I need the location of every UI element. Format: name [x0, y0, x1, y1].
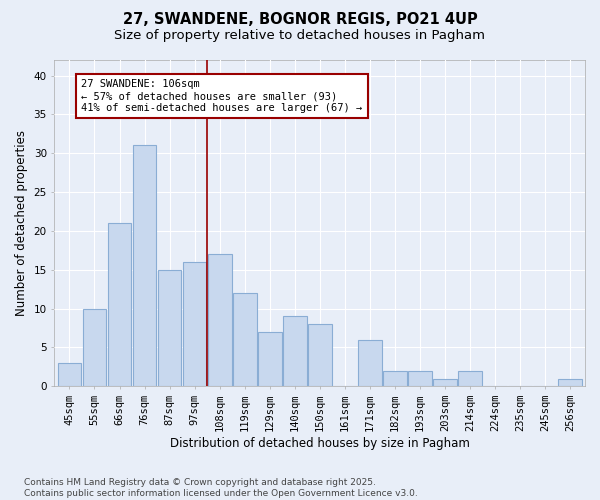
Bar — [408, 371, 432, 386]
Bar — [83, 308, 106, 386]
Bar — [208, 254, 232, 386]
Bar — [258, 332, 281, 386]
Y-axis label: Number of detached properties: Number of detached properties — [15, 130, 28, 316]
Bar — [458, 371, 482, 386]
Text: Size of property relative to detached houses in Pagham: Size of property relative to detached ho… — [115, 29, 485, 42]
Bar — [107, 223, 131, 386]
Text: 27 SWANDENE: 106sqm
← 57% of detached houses are smaller (93)
41% of semi-detach: 27 SWANDENE: 106sqm ← 57% of detached ho… — [82, 80, 363, 112]
Text: Contains HM Land Registry data © Crown copyright and database right 2025.
Contai: Contains HM Land Registry data © Crown c… — [24, 478, 418, 498]
Bar — [558, 378, 582, 386]
Bar — [183, 262, 206, 386]
Text: 27, SWANDENE, BOGNOR REGIS, PO21 4UP: 27, SWANDENE, BOGNOR REGIS, PO21 4UP — [122, 12, 478, 28]
Bar — [233, 293, 257, 386]
Bar — [58, 363, 82, 386]
Bar — [133, 146, 157, 386]
Bar — [158, 270, 181, 386]
Bar — [433, 378, 457, 386]
Bar — [283, 316, 307, 386]
X-axis label: Distribution of detached houses by size in Pagham: Distribution of detached houses by size … — [170, 437, 470, 450]
Bar — [358, 340, 382, 386]
Bar — [308, 324, 332, 386]
Bar — [383, 371, 407, 386]
